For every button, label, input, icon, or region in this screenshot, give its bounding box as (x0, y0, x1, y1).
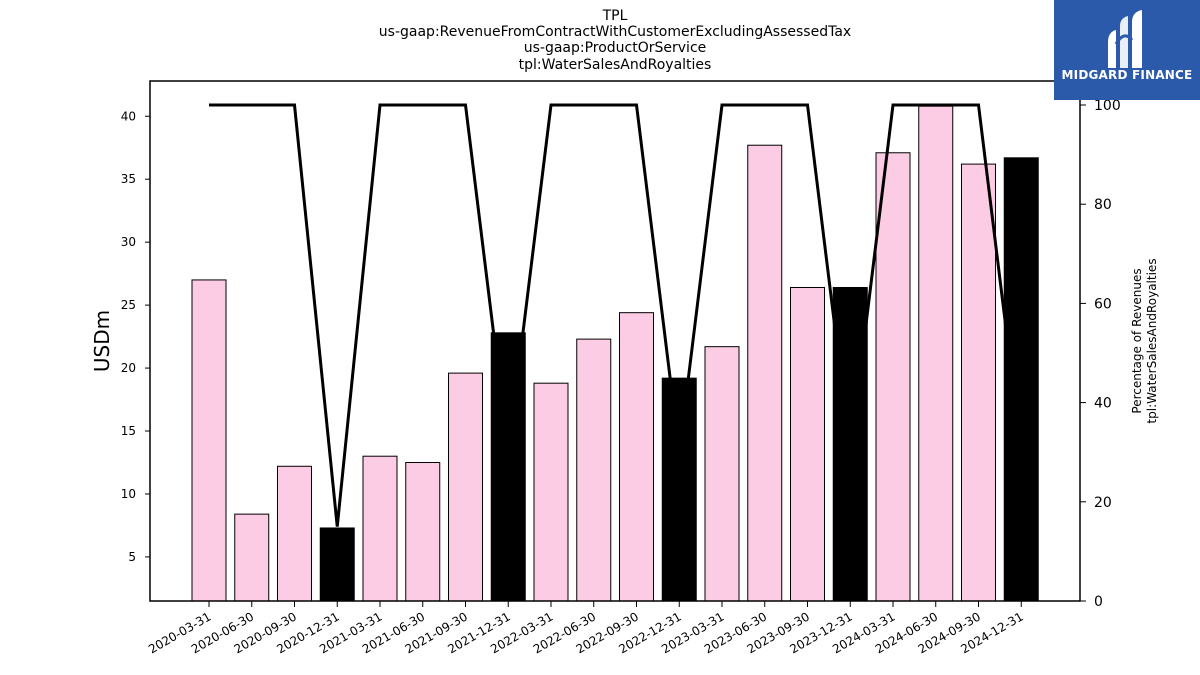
bar-2022-09-30 (619, 312, 654, 602)
y-tick-label-40: 40 (121, 109, 136, 123)
y2-axis-label-line-2: tpl:WaterSalesAndRoyalties (1145, 258, 1159, 423)
title-line-4: tpl:WaterSalesAndRoyalties (519, 57, 712, 73)
logo-text: MIDGARD FINANCE (1061, 68, 1193, 82)
title-line-1: TPL (602, 8, 628, 24)
bars-group (191, 105, 1039, 602)
y-axis-label: USDm (90, 310, 114, 372)
y-tick-label-15: 15 (121, 424, 136, 438)
y-tick-label-30: 30 (121, 235, 136, 249)
y-tick-label-20: 20 (121, 361, 136, 375)
y2-tick-label-0: 0 (1094, 594, 1103, 610)
title-line-3: us-gaap:ProductOrService (524, 40, 707, 56)
bar-2024-06-30 (918, 105, 954, 602)
y2-tick-label-40: 40 (1094, 396, 1112, 412)
plot-frame (149, 80, 1081, 602)
bar-2021-06-30 (405, 462, 441, 602)
bar-2020-12-31 (319, 527, 355, 602)
y2-tick-label-80: 80 (1094, 197, 1112, 213)
y-tick-label-35: 35 (121, 172, 136, 186)
y2-tick-label-60: 60 (1094, 296, 1112, 312)
bar-2024-09-30 (961, 163, 996, 602)
bar-2021-12-31 (490, 332, 526, 602)
y2-tick-label-20: 20 (1094, 495, 1112, 511)
bar-2022-06-30 (576, 338, 612, 602)
chart-title: TPL us-gaap:RevenueFromContractWithCusto… (379, 8, 851, 73)
percentage-line-group (209, 103, 1023, 527)
logo-mark-icon (1108, 10, 1142, 68)
bar-2020-09-30 (277, 465, 312, 602)
y2-tick-label-100: 100 (1094, 98, 1121, 114)
bar-2022-12-31 (661, 377, 697, 602)
percentage-line (209, 103, 1023, 527)
y-tick-label-25: 25 (121, 298, 136, 312)
x-axis-ticks: 2020-03-312020-06-302020-09-302020-12-31… (146, 601, 1026, 656)
bar-2020-03-31 (191, 279, 227, 602)
title-line-2: us-gaap:RevenueFromContractWithCustomerE… (379, 24, 851, 40)
y-axis-ticks: 5 10 15 20 25 30 35 40 (121, 109, 150, 564)
bar-2022-03-31 (533, 382, 569, 602)
y-tick-label-10: 10 (121, 487, 136, 501)
bar-2023-06-30 (747, 144, 783, 602)
y-tick-label-5: 5 (128, 550, 136, 564)
bar-2023-03-31 (704, 346, 740, 602)
bar-2024-03-31 (875, 152, 911, 602)
y2-axis-label-line-1: Percentage of Revenues (1130, 268, 1144, 413)
bar-2024-12-31 (1003, 157, 1039, 602)
midgard-finance-logo: MIDGARD FINANCE (1054, 0, 1200, 100)
y2-axis-ticks: 0 20 40 60 80 100 (1080, 98, 1121, 610)
bar-2021-03-31 (362, 455, 398, 602)
bar-2021-09-30 (448, 372, 483, 602)
bar-2020-06-30 (234, 513, 270, 602)
bar-2023-09-30 (790, 286, 825, 602)
